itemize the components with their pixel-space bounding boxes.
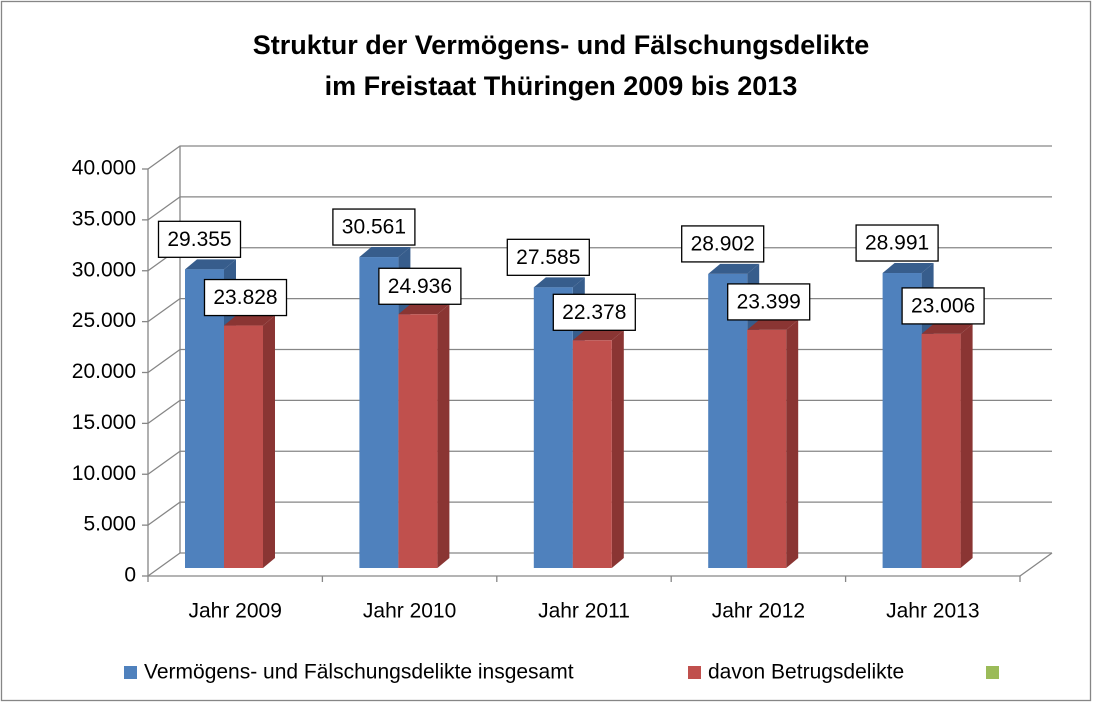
bar-front [224, 325, 263, 568]
x-tick-label: Jahr 2013 [886, 600, 979, 623]
bar-side [611, 330, 624, 568]
bar-top [398, 304, 450, 315]
y-tick-label: 15.000 [72, 411, 136, 434]
bar [921, 323, 973, 568]
y-tick-label: 0 [124, 564, 136, 587]
y-tick-label: 25.000 [72, 309, 136, 332]
bar [398, 304, 450, 568]
data-label-box [681, 225, 765, 263]
y-tick-label: 40.000 [72, 157, 136, 180]
data-label-box [855, 224, 939, 262]
data-label-box [203, 278, 288, 317]
y-tick-label: 5.000 [83, 513, 136, 536]
chart-title: Struktur der Vermögens- und Fälschungsde… [253, 30, 870, 60]
data-label-box [378, 267, 462, 305]
bar-top [224, 315, 275, 326]
legend-swatch [688, 666, 701, 679]
data-label-box [506, 238, 590, 276]
bar-top [572, 330, 624, 341]
legend-label: davon Betrugsdelikte [708, 661, 904, 684]
bar [747, 319, 799, 568]
bar-side [786, 319, 799, 568]
bar-top [359, 247, 411, 258]
floor-edge [1019, 552, 1053, 577]
data-label-box [727, 283, 811, 321]
bar-side [263, 315, 275, 568]
data-label: 28.902 [691, 232, 755, 255]
data-label-box [552, 293, 636, 331]
bar-front [708, 273, 748, 568]
data-label: 22.378 [562, 301, 626, 324]
grid-line [147, 145, 1052, 170]
data-label: 23.399 [737, 290, 801, 313]
data-label-box [332, 208, 416, 246]
data-label-box [901, 287, 985, 325]
data-label-box [157, 220, 242, 258]
bar-front [398, 314, 438, 568]
legend-label: Vermögens- und Fälschungsdelikte insgesa… [144, 661, 574, 684]
data-label: 24.936 [388, 275, 452, 298]
legend-swatch [124, 666, 137, 679]
bar-top [185, 259, 236, 270]
grid-line [147, 196, 1052, 221]
bar-top [747, 319, 799, 330]
data-label: 29.355 [167, 228, 231, 251]
data-label: 30.561 [342, 216, 406, 239]
bar-top [921, 323, 973, 334]
bar-top [533, 277, 585, 288]
x-tick-label: Jahr 2010 [363, 600, 456, 623]
bar-front [533, 287, 573, 568]
y-tick-label: 35.000 [72, 207, 136, 230]
legend-swatch [986, 666, 999, 679]
data-label: 28.991 [865, 232, 929, 255]
bar [224, 315, 275, 568]
bar-side [437, 304, 450, 568]
bar-front [921, 333, 961, 568]
bar-front [747, 329, 787, 568]
x-tick-label: Jahr 2009 [188, 600, 281, 623]
x-tick-label: Jahr 2011 [538, 600, 630, 623]
bar-side [960, 323, 973, 568]
bar-front [572, 340, 612, 568]
data-label: 23.006 [911, 294, 975, 317]
bar-front [359, 257, 399, 568]
bar-front [185, 269, 224, 568]
bar-top [882, 263, 934, 274]
data-label: 23.828 [213, 286, 277, 309]
x-tick-label: Jahr 2012 [712, 600, 805, 623]
y-tick-label: 10.000 [72, 462, 136, 485]
data-label: 27.585 [516, 246, 580, 269]
y-tick-label: 30.000 [72, 258, 136, 281]
bar [572, 330, 624, 568]
y-tick-label: 20.000 [72, 360, 136, 383]
bar-top [708, 263, 760, 274]
chart-title: im Freistaat Thüringen 2009 bis 2013 [325, 71, 798, 101]
